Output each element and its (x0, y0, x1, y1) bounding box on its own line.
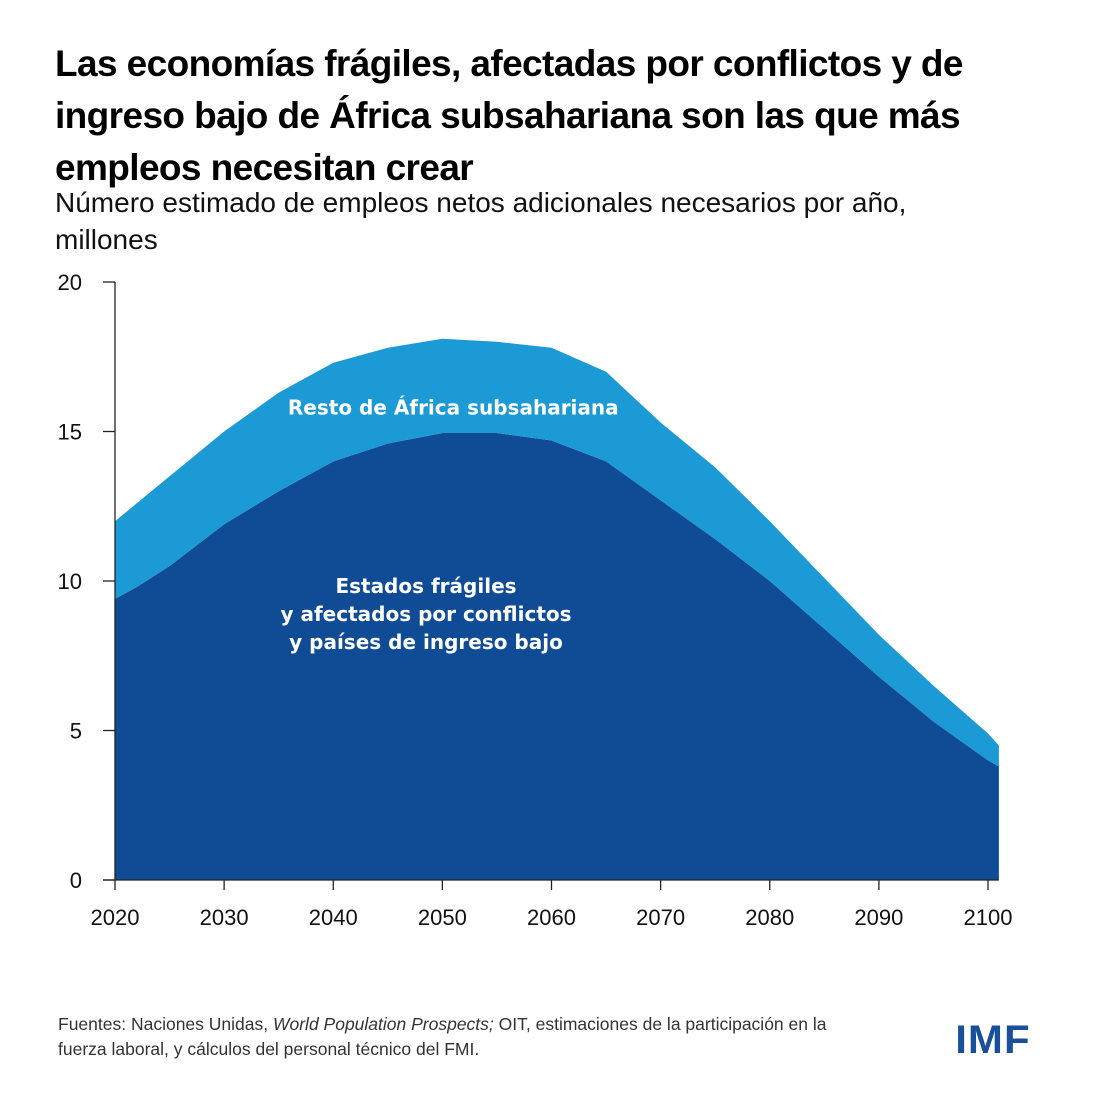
source-publication: World Population Prospects; (272, 1014, 494, 1034)
y-tick-label: 10 (58, 569, 82, 594)
source-suffix: OIT, estimaciones de la participación en… (58, 1014, 827, 1059)
fragile-states-label: Estados frágiles (335, 574, 516, 598)
y-tick-label: 0 (70, 868, 82, 893)
x-tick-label: 2060 (527, 905, 576, 930)
series-labels: Estados frágiles y afectados por conflict… (280, 396, 618, 654)
chart-subtitle: Número estimado de empleos netos adicion… (55, 187, 907, 255)
x-tick-label: 2030 (200, 905, 249, 930)
x-tick-label: 2070 (636, 905, 685, 930)
x-tick-label: 2040 (309, 905, 358, 930)
x-tick-label: 2050 (418, 905, 467, 930)
source-prefix: Fuentes: Naciones Unidas, (58, 1014, 273, 1034)
y-tick-label: 15 (58, 420, 82, 445)
chart-title: Las economías frágiles, afectadas por co… (55, 43, 964, 188)
x-tick-label: 2100 (964, 905, 1013, 930)
x-tick-label: 2090 (854, 905, 903, 930)
area-fragile-states (115, 433, 999, 880)
area-layer (115, 338, 999, 880)
source-note: Fuentes: Naciones Unidas, World Populati… (58, 1012, 878, 1062)
y-tick-label: 5 (70, 719, 82, 744)
area-rest-of-ssa (115, 338, 999, 767)
fragile-states-label: y afectados por conflictos (280, 602, 571, 626)
x-tick-label: 2080 (745, 905, 794, 930)
imf-logo: IMF (955, 1018, 1031, 1062)
y-tick-label: 20 (58, 270, 82, 295)
x-tick-label: 2020 (91, 905, 140, 930)
rest-of-ssa-label: Resto de África subsahariana (288, 396, 619, 420)
fragile-states-label: y países de ingreso bajo (289, 630, 563, 654)
